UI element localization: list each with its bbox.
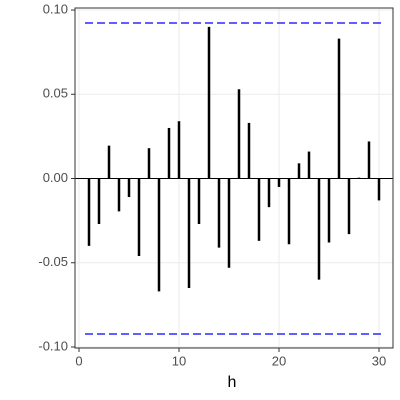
x-tick-label: 30 (372, 353, 386, 368)
y-tick-label: 0.10 (43, 1, 68, 16)
y-tick-label: -0.05 (38, 254, 68, 269)
y-tick-label: 0.05 (43, 86, 68, 101)
plot-panel (75, 8, 393, 348)
x-axis-title: h (228, 374, 237, 391)
y-tick-label: -0.10 (38, 338, 68, 353)
panel-border (74, 7, 394, 349)
y-tick-label: 0.00 (43, 170, 68, 185)
x-tick-label: 20 (272, 353, 286, 368)
x-tick-label: 10 (172, 353, 186, 368)
x-tick-label: 0 (75, 353, 82, 368)
